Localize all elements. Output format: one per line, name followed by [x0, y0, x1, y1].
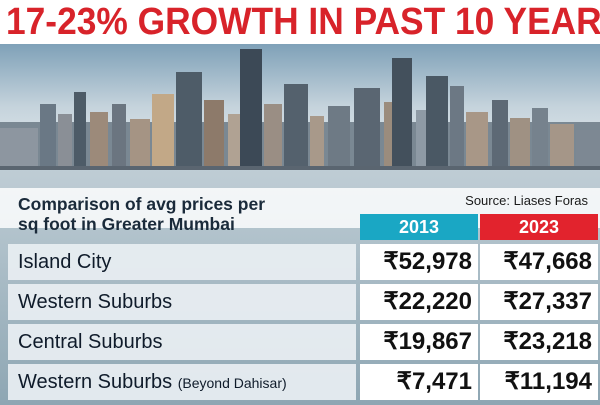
column-header-2013: 2013 — [360, 214, 478, 240]
value-2013-cell: ₹19,867 — [360, 324, 478, 360]
table-row: Central Suburbs ₹19,867 ₹23,218 — [8, 324, 598, 360]
value-2023-cell: ₹27,337 — [480, 284, 598, 320]
value-2013: ₹22,220 — [383, 288, 472, 315]
value-2023-cell: ₹11,194 — [480, 364, 598, 400]
row-label-cell: Island City — [8, 244, 356, 280]
column-header-2023: 2023 — [480, 214, 598, 240]
subtitle-line: Comparison of avg prices per — [18, 194, 266, 214]
headline-title: 17-23% GROWTH IN PAST 10 YEARS — [6, 1, 600, 43]
headline-bar: 17-23% GROWTH IN PAST 10 YEARS — [0, 0, 600, 44]
value-2023: ₹11,194 — [504, 368, 592, 395]
value-2013: ₹52,978 — [383, 248, 472, 275]
table-row: Western Suburbs ₹22,220 ₹27,337 — [8, 284, 598, 320]
value-2023: ₹27,337 — [503, 288, 592, 315]
value-2013: ₹7,471 — [396, 368, 472, 395]
row-label-cell: Central Suburbs — [8, 324, 356, 360]
row-label: Western Suburbs — [18, 291, 173, 313]
row-label-cell: Western Suburbs — [8, 284, 356, 320]
table-row: Island City ₹52,978 ₹47,668 — [8, 244, 598, 280]
source-credit: Source: Liases Foras — [465, 193, 588, 208]
value-2023-cell: ₹47,668 — [480, 244, 598, 280]
row-label-cell: Western Suburbs (Beyond Dahisar) — [8, 364, 356, 400]
value-2023: ₹47,668 — [503, 248, 592, 275]
value-2013-cell: ₹22,220 — [360, 284, 478, 320]
value-2013: ₹19,867 — [383, 328, 472, 355]
row-label: Central Suburbs — [18, 331, 163, 353]
row-label: Island City — [18, 251, 112, 273]
row-label: Western Suburbs (Beyond Dahisar) — [18, 371, 287, 393]
value-2023: ₹23,218 — [503, 328, 592, 355]
table-row: Western Suburbs (Beyond Dahisar) ₹7,471 … — [8, 364, 598, 400]
value-2013-cell: ₹7,471 — [360, 364, 478, 400]
value-2013-cell: ₹52,978 — [360, 244, 478, 280]
table-subtitle: Comparison of avg prices per sq foot in … — [18, 194, 265, 234]
value-2023-cell: ₹23,218 — [480, 324, 598, 360]
subtitle-line: sq foot in Greater Mumbai — [18, 214, 235, 234]
